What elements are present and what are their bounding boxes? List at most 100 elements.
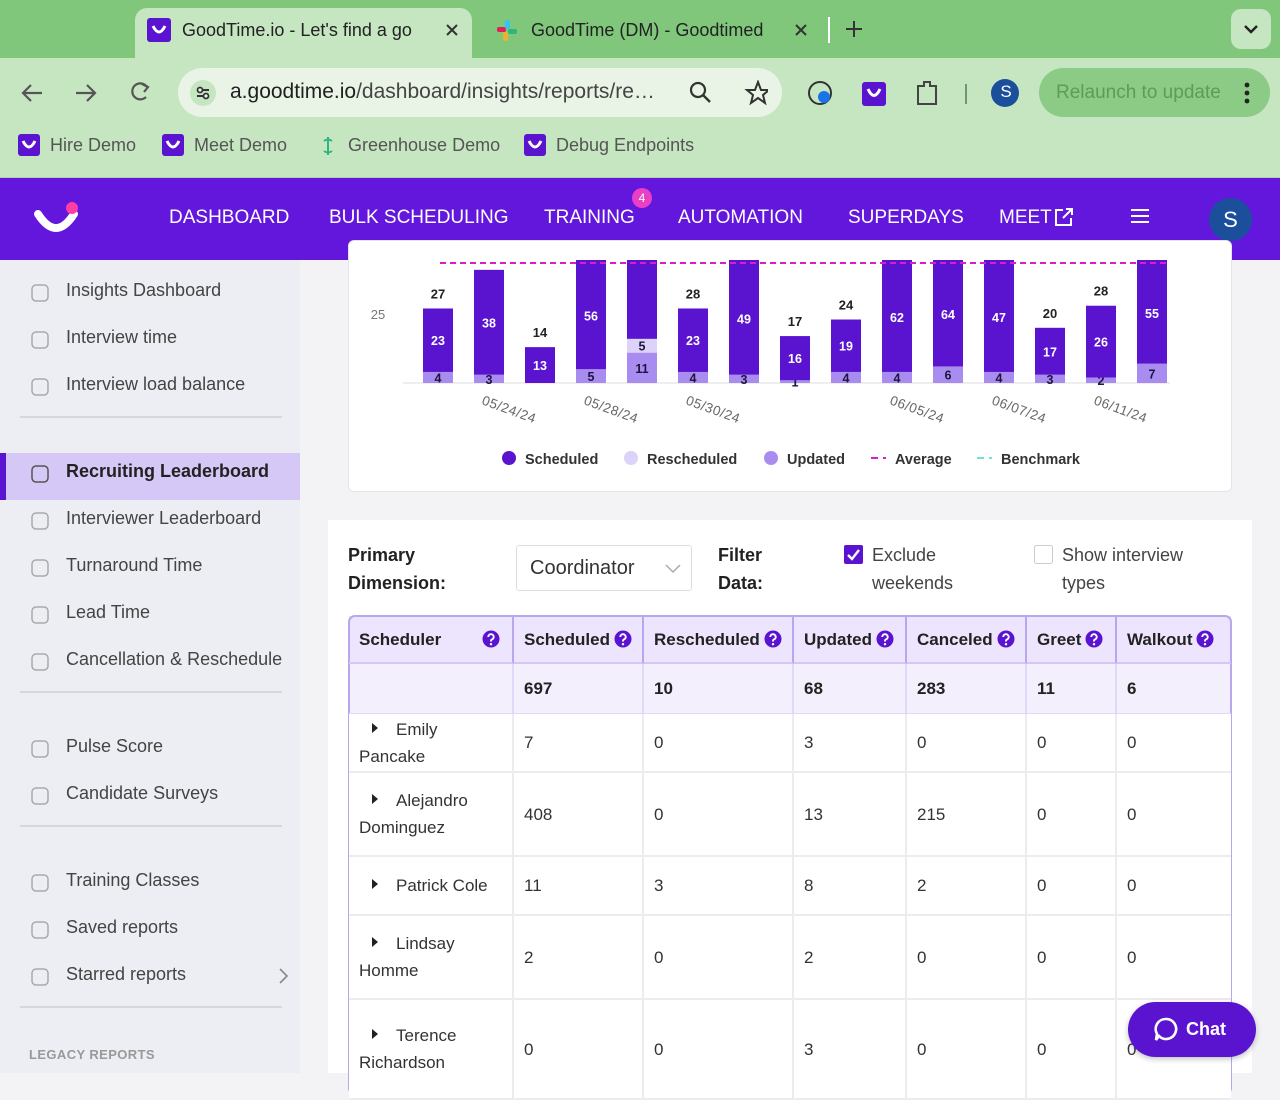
tab-close[interactable] [445, 23, 459, 37]
icon [31, 331, 49, 349]
bookmark[interactable]: Meet Demo [194, 135, 288, 155]
tab-close[interactable] [794, 23, 808, 37]
filter-label: Filter Data: [718, 545, 764, 593]
sidebar-item[interactable]: Interviewer Leaderboard [66, 508, 262, 528]
bar-segment [474, 374, 504, 383]
dimension-select[interactable]: Coordinator [516, 545, 692, 591]
total-cell: 6 [1117, 664, 1231, 714]
cell-value: 0 [1037, 801, 1105, 828]
cell-value: 7 [524, 729, 632, 756]
nav-buttons[interactable] [20, 80, 160, 106]
icon [323, 137, 333, 155]
expand-toggle[interactable] [359, 722, 396, 734]
relaunch-button[interactable]: Relaunch to update [1039, 68, 1270, 117]
expand-toggle[interactable] [359, 793, 396, 805]
cell-value: 0 [917, 944, 1015, 971]
expand-toggle[interactable] [359, 878, 396, 890]
item-icon [31, 740, 49, 758]
checkbox-label: Exclude weekends [872, 545, 954, 593]
bookmarks-bar: Hire Demo Meet Demo Greenhouse Demo Debug E… [0, 124, 1280, 168]
checkbox[interactable] [1034, 545, 1054, 565]
divider [20, 825, 282, 827]
cell-text: 0 [1127, 804, 1137, 824]
sidebar-item[interactable]: Cancellation & Reschedule [66, 649, 283, 669]
bookmark[interactable]: Debug Endpoints [556, 135, 695, 155]
total-cell: 283 [907, 664, 1027, 714]
icon [883, 643, 887, 646]
chevron [665, 564, 681, 574]
new-tab[interactable] [845, 20, 863, 38]
logo[interactable] [32, 196, 80, 244]
segment-label: 5 [588, 370, 595, 384]
cell-text: 3 [804, 733, 814, 752]
header-cell: Scheduled [514, 616, 644, 664]
expand-toggle[interactable] [359, 936, 396, 948]
segment-label: 19 [839, 340, 853, 354]
cell-value: 3 [804, 1036, 895, 1063]
sidebar-item[interactable]: Interview load balance [66, 374, 246, 394]
data-cell: 0 [1117, 916, 1231, 1000]
cell-text: 2 [804, 947, 814, 967]
sidebar-item[interactable]: Starred reports [66, 964, 187, 984]
box [844, 545, 863, 564]
extensions[interactable] [806, 78, 1026, 108]
sidebar-item[interactable]: Lead Time [66, 602, 151, 622]
sidebar-item[interactable]: Pulse Score [66, 736, 164, 756]
data-cell: 2 [794, 916, 907, 1000]
column-title: Scheduler [359, 629, 442, 649]
nav-item[interactable]: SUPERDAYS [848, 207, 964, 228]
nav-item[interactable]: DASHBOARD [169, 207, 290, 228]
sidebar-item[interactable]: Interview time [66, 327, 178, 347]
check [847, 549, 860, 561]
bar-segment [1035, 374, 1065, 383]
item-icon [31, 378, 49, 396]
active-tab[interactable]: GoodTime.io - Let's find a go [135, 8, 472, 58]
column-title: Walkout [1127, 629, 1193, 649]
bookmark[interactable]: Hire Demo [50, 135, 137, 155]
tab-menu[interactable] [1231, 9, 1271, 49]
cell-value: 408 [524, 801, 632, 828]
scheduler-name: Patrick Cole [359, 872, 502, 899]
checkbox[interactable] [844, 545, 864, 565]
bar-segment [831, 371, 861, 383]
expand-toggle[interactable] [359, 1028, 396, 1040]
nav-item[interactable]: TRAINING [544, 207, 635, 228]
nav-item[interactable]: MEET [999, 207, 1073, 229]
icon [31, 378, 49, 396]
avatar[interactable]: S [1209, 198, 1252, 241]
bookmark[interactable]: Greenhouse Demo [348, 135, 501, 155]
cell-text: 0 [1037, 947, 1047, 967]
column-title: Scheduled [524, 629, 610, 649]
icon [619, 633, 627, 642]
tab-title[interactable]: GoodTime (DM) - Goodtimed [531, 20, 764, 40]
name-cell: Emily Pancake [349, 714, 514, 773]
chevron [279, 968, 289, 984]
sidebar-item[interactable]: Turnaround Time [66, 555, 203, 575]
nav-item[interactable]: AUTOMATION [678, 207, 803, 228]
profile[interactable]: S [1000, 82, 1012, 101]
cell-text: 0 [654, 733, 664, 752]
cell-value: 0 [654, 801, 782, 828]
divider [20, 691, 282, 693]
icon [1055, 208, 1073, 226]
cell-value: 0 [917, 729, 1015, 756]
sidebar-item[interactable]: Recruiting Leaderboard [66, 461, 270, 481]
name-cell: Patrick Cole [349, 857, 514, 916]
header-cell: Canceled [907, 616, 1027, 664]
sidebar-item[interactable]: Training Classes [66, 870, 200, 890]
data-cell: 8 [794, 857, 907, 916]
bar-segment [882, 371, 912, 383]
sidebar-item[interactable]: Saved reports [66, 917, 179, 937]
nav-item[interactable]: BULK SCHEDULING [329, 207, 509, 228]
chat-button[interactable]: Chat [1128, 1002, 1256, 1057]
sidebar-item[interactable]: Candidate Surveys [66, 783, 219, 803]
bookmark-icon [162, 134, 184, 156]
sidebar-item[interactable]: Insights Dashboard [66, 280, 222, 300]
omnibox[interactable]: a.goodtime.io/dashboard/insights/reports… [178, 68, 782, 117]
menu-icon[interactable] [1130, 208, 1150, 224]
divider [20, 416, 282, 418]
chat-label: Chat [1186, 1019, 1226, 1039]
scheduler-name: Emily Pancake [359, 716, 502, 770]
x-tick-label: 05/24/24 [480, 393, 538, 426]
item-icon [31, 559, 49, 577]
